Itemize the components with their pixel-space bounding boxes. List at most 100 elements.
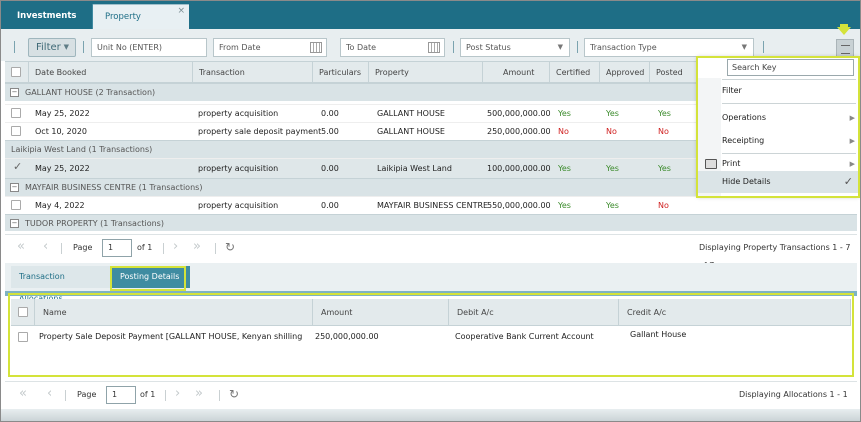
page-input[interactable]: 1 bbox=[106, 386, 136, 404]
table-row[interactable]: Property Sale Deposit Payment [GALLANT H… bbox=[11, 328, 851, 346]
row-checkbox[interactable] bbox=[11, 126, 21, 136]
collapse-icon[interactable]: − bbox=[10, 183, 19, 192]
post-status-select[interactable]: Post Status ▼ bbox=[460, 38, 570, 57]
table-row[interactable]: Oct 10, 2020 property sale deposit payme… bbox=[5, 122, 857, 140]
transactions-pager: « ‹ Page 1 of 1 › » ↻ Displaying Propert… bbox=[5, 234, 857, 270]
menu-item-hide-details[interactable]: Hide Details ✓ bbox=[697, 171, 859, 193]
table-row[interactable]: May 25, 2022 property acquisition 0.00 G… bbox=[5, 104, 857, 122]
tab-transaction-allocations[interactable]: Transaction Allocations bbox=[11, 266, 111, 303]
from-date-placeholder: From Date bbox=[219, 43, 261, 52]
menu-divider bbox=[722, 103, 856, 104]
col-credit[interactable]: Credit A/c bbox=[619, 299, 851, 326]
select-all-checkbox[interactable] bbox=[18, 307, 28, 317]
group-row[interactable]: Laikipia West Land (1 Transactions) bbox=[5, 140, 857, 158]
tab-property-postings[interactable]: Property Postings × bbox=[93, 4, 189, 46]
last-page-icon[interactable]: » bbox=[193, 239, 201, 254]
calendar-icon[interactable] bbox=[428, 42, 440, 53]
menu-icon[interactable] bbox=[836, 39, 854, 57]
menu-item-receipting[interactable]: Receipting ▶ bbox=[697, 130, 859, 152]
cell-property: MAYFAIR BUSINESS CENTRE bbox=[377, 201, 489, 210]
cell-date: May 4, 2022 bbox=[35, 201, 85, 210]
cell-approved: Yes bbox=[606, 109, 619, 118]
cell-credit: Gallant House bbox=[630, 330, 687, 339]
cell-particulars: 0.00 bbox=[321, 109, 339, 118]
chevron-right-icon: ▶ bbox=[849, 114, 855, 122]
last-page-icon[interactable]: » bbox=[195, 386, 203, 401]
next-page-icon[interactable]: › bbox=[175, 386, 181, 401]
highlight-box bbox=[110, 266, 186, 291]
filter-button[interactable]: Filter ▼ bbox=[28, 38, 76, 57]
page-count: of 1 bbox=[140, 390, 156, 399]
transaction-type-select[interactable]: Transaction Type ▼ bbox=[584, 38, 754, 57]
allocations-header: Name Amount Debit A/c Credit A/c bbox=[11, 299, 851, 326]
grid-header: Date Booked Transaction Particulars Prop… bbox=[5, 61, 857, 83]
menu-search-input[interactable]: Search Key bbox=[727, 59, 854, 76]
filter-button-label: Filter bbox=[36, 42, 61, 53]
select-all-cell bbox=[11, 299, 35, 326]
cell-property: Laikipia West Land bbox=[377, 164, 452, 173]
prev-page-icon[interactable]: ‹ bbox=[43, 239, 49, 254]
col-approved[interactable]: Approved bbox=[600, 62, 650, 83]
check-icon[interactable]: ✓ bbox=[13, 160, 23, 173]
col-amount[interactable]: Amount bbox=[483, 62, 550, 83]
cell-transaction: property acquisition bbox=[198, 201, 279, 210]
col-property[interactable]: Property bbox=[369, 62, 483, 83]
select-all-checkbox[interactable] bbox=[11, 67, 21, 77]
tab-posting-details[interactable]: Posting Details bbox=[112, 266, 190, 288]
chevron-down-icon: ▼ bbox=[741, 43, 747, 51]
toolbar-separator bbox=[453, 41, 454, 53]
col-debit[interactable]: Debit A/c bbox=[449, 299, 619, 326]
menu-item-filter[interactable]: Filter bbox=[697, 80, 859, 102]
from-date-input[interactable]: From Date bbox=[213, 38, 327, 57]
col-posted[interactable]: Posted bbox=[650, 62, 700, 83]
cell-date: May 25, 2022 bbox=[35, 109, 90, 118]
prev-page-icon[interactable]: ‹ bbox=[47, 386, 53, 401]
collapse-icon[interactable]: − bbox=[10, 219, 19, 228]
cell-amount: 500,000,000.00 bbox=[487, 109, 551, 118]
close-icon[interactable]: × bbox=[177, 6, 185, 16]
group-label: Laikipia West Land (1 Transactions) bbox=[11, 145, 153, 154]
col-date-booked[interactable]: Date Booked bbox=[29, 62, 193, 83]
menu-item-print[interactable]: Print ▶ bbox=[697, 153, 859, 175]
col-amount[interactable]: Amount bbox=[313, 299, 449, 326]
refresh-icon[interactable]: ↻ bbox=[229, 387, 240, 401]
to-date-input[interactable]: To Date bbox=[340, 38, 445, 57]
page-label: Page bbox=[73, 243, 93, 252]
pager-separator bbox=[215, 243, 216, 254]
row-checkbox[interactable] bbox=[18, 332, 28, 342]
row-checkbox[interactable] bbox=[11, 108, 21, 118]
table-row[interactable]: May 4, 2022 property acquisition 0.00 MA… bbox=[5, 196, 857, 214]
row-checkbox[interactable] bbox=[11, 200, 21, 210]
col-transaction[interactable]: Transaction bbox=[193, 62, 313, 83]
group-row[interactable]: − GALLANT HOUSE (2 Transaction) bbox=[5, 83, 857, 101]
calendar-icon[interactable] bbox=[310, 42, 322, 53]
allocations-pager: « ‹ Page 1 of 1 › » ↻ Displaying Allocat… bbox=[5, 381, 857, 417]
pager-separator bbox=[219, 390, 220, 401]
cell-certified: Yes bbox=[558, 201, 571, 210]
col-certified[interactable]: Certified bbox=[550, 62, 600, 83]
cell-posted: Yes bbox=[658, 109, 671, 118]
chevron-down-icon: ▼ bbox=[63, 43, 69, 51]
printer-icon bbox=[705, 159, 717, 169]
col-particulars[interactable]: Particulars bbox=[313, 62, 369, 83]
table-row-selected[interactable]: ✓ May 25, 2022 property acquisition 0.00… bbox=[5, 158, 857, 178]
col-name[interactable]: Name bbox=[35, 299, 313, 326]
collapse-icon[interactable]: − bbox=[10, 88, 19, 97]
menu-item-operations[interactable]: Operations ▶ bbox=[697, 107, 859, 129]
toolbar-separator bbox=[14, 41, 15, 53]
first-page-icon[interactable]: « bbox=[17, 239, 25, 254]
group-row[interactable]: − MAYFAIR BUSINESS CENTRE (1 Transaction… bbox=[5, 178, 857, 196]
group-row[interactable]: − TUDOR PROPERTY (1 Transactions) bbox=[5, 214, 857, 231]
next-page-icon[interactable]: › bbox=[173, 239, 179, 254]
refresh-icon[interactable]: ↻ bbox=[225, 240, 236, 254]
first-page-icon[interactable]: « bbox=[19, 386, 27, 401]
cell-amount: 250,000,000.00 bbox=[487, 127, 551, 136]
menu-divider bbox=[722, 153, 856, 154]
tab-investments-links[interactable]: Investments Links bbox=[5, 4, 93, 45]
highlight-arrow bbox=[837, 27, 851, 35]
unit-no-input[interactable]: Unit No (ENTER) bbox=[91, 38, 207, 57]
cell-amount: 250,000,000.00 bbox=[315, 332, 379, 341]
page-input[interactable]: 1 bbox=[102, 239, 132, 257]
menu-item-label: Receipting bbox=[722, 136, 765, 145]
